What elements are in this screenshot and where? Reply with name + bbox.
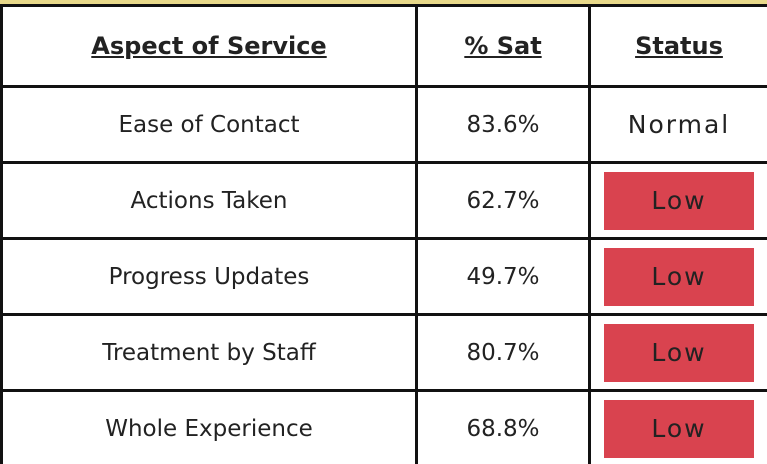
aspect-cell: Treatment by Staff — [0, 313, 418, 392]
percent-cell: 83.6% — [415, 85, 591, 164]
aspect-cell: Actions Taken — [0, 161, 418, 240]
percent-cell: 62.7% — [415, 161, 591, 240]
row: Ease of Contact 83.6% Normal — [0, 85, 767, 164]
row: Actions Taken 62.7% Low — [0, 161, 767, 240]
top-strip — [0, 0, 767, 4]
aspect-cell: Whole Experience — [0, 389, 418, 464]
status-cell: Low — [588, 389, 767, 464]
header-row: Aspect of Service % Sat Status — [0, 4, 767, 88]
status-badge: Low — [604, 171, 754, 230]
row: Progress Updates 49.7% Low — [0, 237, 767, 316]
row: Whole Experience 68.8% Low — [0, 389, 767, 464]
satisfaction-table: Aspect of Service % Sat Status Ease of C… — [0, 4, 767, 464]
aspect-cell: Progress Updates — [0, 237, 418, 316]
status-cell: Low — [588, 237, 767, 316]
status-cell: Low — [588, 313, 767, 392]
status-cell: Normal — [588, 85, 767, 164]
header-cell: Aspect of Service — [0, 4, 418, 88]
header-cell: % Sat — [415, 4, 591, 88]
aspect-cell: Ease of Contact — [0, 85, 418, 164]
status-badge: Low — [604, 399, 754, 458]
percent-cell: 68.8% — [415, 389, 591, 464]
status-badge: Low — [604, 247, 754, 306]
percent-cell: 80.7% — [415, 313, 591, 392]
percent-cell: 49.7% — [415, 237, 591, 316]
status-text: Normal — [627, 110, 731, 139]
header-cell: Status — [588, 4, 767, 88]
status-cell: Low — [588, 161, 767, 240]
row: Treatment by Staff 80.7% Low — [0, 313, 767, 392]
status-badge: Low — [604, 323, 754, 382]
